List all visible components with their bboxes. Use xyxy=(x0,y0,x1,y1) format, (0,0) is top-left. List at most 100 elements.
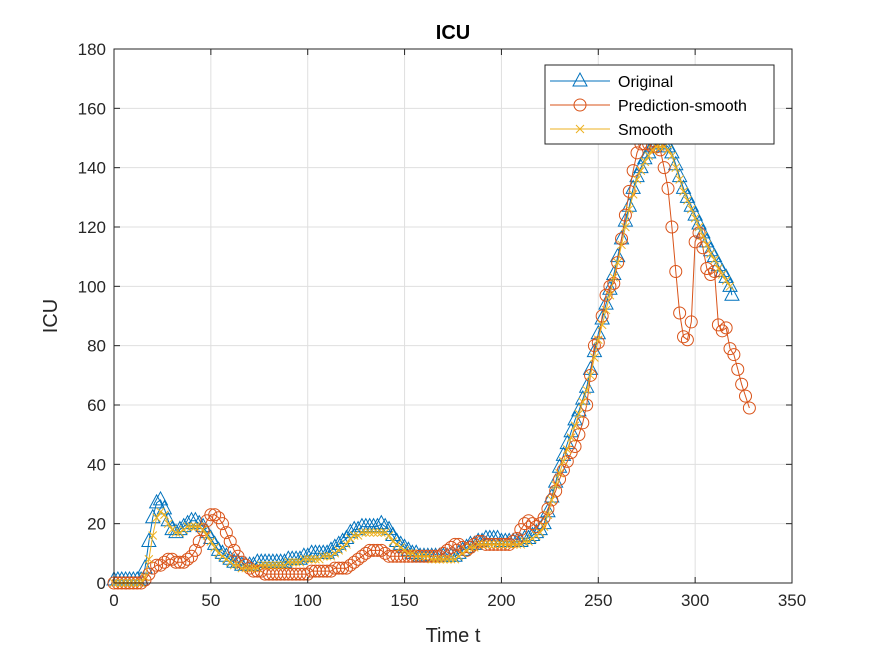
y-tick-label: 160 xyxy=(78,99,106,118)
data-point-original xyxy=(400,541,417,556)
data-point-smooth xyxy=(252,563,262,573)
data-point-prediction-smooth xyxy=(684,315,698,329)
data-point-smooth xyxy=(714,264,723,273)
data-point-smooth xyxy=(249,563,258,573)
data-point-smooth xyxy=(690,213,700,223)
data-point-smooth xyxy=(535,528,545,537)
data-point-smooth xyxy=(388,537,398,546)
data-point-smooth xyxy=(311,554,320,564)
x-tick-label: 0 xyxy=(109,591,118,610)
data-point-smooth xyxy=(582,385,592,395)
data-point-prediction-smooth xyxy=(665,220,679,234)
data-point-smooth xyxy=(473,540,483,549)
data-point-original xyxy=(214,544,231,559)
data-point-smooth xyxy=(152,513,161,523)
data-point-prediction-smooth xyxy=(673,306,687,320)
data-point-smooth xyxy=(148,531,158,540)
data-point-prediction-smooth xyxy=(587,339,601,353)
data-point-smooth xyxy=(528,534,537,543)
data-point-smooth xyxy=(427,554,437,564)
data-point-prediction-smooth xyxy=(196,523,210,537)
data-point-smooth xyxy=(539,522,549,531)
data-point-smooth xyxy=(686,204,696,214)
data-point-smooth xyxy=(559,457,568,466)
data-point-smooth xyxy=(621,222,630,232)
data-point-smooth xyxy=(578,397,588,407)
data-point-smooth xyxy=(489,540,499,549)
data-point-smooth xyxy=(609,273,619,282)
data-point-smooth xyxy=(520,537,530,546)
data-point-original xyxy=(698,232,715,248)
y-axis-title: ICU xyxy=(40,299,62,333)
data-point-prediction-smooth xyxy=(591,336,605,350)
data-point-smooth xyxy=(493,540,502,549)
data-point-original xyxy=(172,520,188,536)
data-point-smooth xyxy=(644,151,654,161)
data-point-prediction-smooth xyxy=(181,552,195,566)
data-point-prediction-smooth xyxy=(584,368,598,382)
data-point-original xyxy=(724,286,740,301)
series-smooth xyxy=(109,142,735,588)
data-point-smooth xyxy=(613,258,623,267)
data-point-smooth xyxy=(458,548,468,558)
data-point-smooth xyxy=(318,551,328,561)
data-point-smooth xyxy=(512,540,522,549)
data-point-original xyxy=(512,532,529,547)
data-point-prediction-smooth xyxy=(568,440,582,454)
data-point-smooth xyxy=(531,531,541,540)
data-point-smooth xyxy=(175,528,185,537)
data-point-smooth xyxy=(628,190,638,199)
data-point-prediction-smooth xyxy=(192,534,206,548)
data-point-smooth xyxy=(667,151,677,161)
data-point-original xyxy=(392,535,409,550)
data-point-smooth xyxy=(198,525,208,534)
data-point-smooth xyxy=(322,551,332,561)
data-point-original xyxy=(191,514,208,530)
data-point-original xyxy=(245,556,262,571)
data-point-smooth xyxy=(194,522,204,531)
data-point-smooth xyxy=(369,528,378,537)
x-tick-label: 350 xyxy=(778,591,806,610)
data-point-prediction-smooth xyxy=(599,288,613,302)
data-point-smooth xyxy=(605,290,615,300)
data-point-smooth xyxy=(438,554,448,564)
data-point-smooth xyxy=(551,480,561,490)
data-point-original xyxy=(667,155,684,171)
data-point-smooth xyxy=(454,551,464,561)
data-point-smooth xyxy=(191,522,200,531)
data-point-prediction-smooth xyxy=(572,428,586,442)
data-point-smooth xyxy=(376,528,386,537)
data-point-smooth xyxy=(342,540,351,549)
data-point-smooth xyxy=(435,554,444,564)
legend-label-prediction-smooth: Prediction-smooth xyxy=(618,98,747,115)
data-point-original xyxy=(675,179,692,194)
data-point-smooth xyxy=(171,528,181,537)
data-point-smooth xyxy=(187,522,196,531)
data-point-smooth xyxy=(586,370,595,380)
data-point-smooth xyxy=(280,560,289,570)
x-tick-label: 300 xyxy=(681,591,709,610)
data-point-smooth xyxy=(698,231,708,241)
data-point-prediction-smooth xyxy=(537,511,551,525)
data-point-smooth xyxy=(671,163,681,173)
data-point-original xyxy=(350,520,366,536)
data-point-smooth xyxy=(396,543,406,552)
data-point-smooth xyxy=(256,560,266,570)
y-tick-label: 140 xyxy=(78,159,106,178)
data-point-original xyxy=(292,550,308,565)
data-point-prediction-smooth xyxy=(595,309,609,323)
y-tick-label: 60 xyxy=(87,396,106,415)
data-point-smooth xyxy=(334,546,344,555)
data-point-original xyxy=(152,490,169,506)
data-point-smooth xyxy=(183,522,192,531)
data-point-smooth xyxy=(725,281,735,291)
data-point-smooth xyxy=(357,528,367,537)
data-point-smooth xyxy=(326,551,336,561)
data-point-smooth xyxy=(617,240,626,250)
data-point-smooth xyxy=(163,519,173,529)
data-point-smooth xyxy=(206,537,216,546)
data-point-original xyxy=(524,526,541,542)
data-point-smooth xyxy=(361,528,371,537)
data-point-smooth xyxy=(481,540,491,549)
data-point-smooth xyxy=(229,560,239,570)
